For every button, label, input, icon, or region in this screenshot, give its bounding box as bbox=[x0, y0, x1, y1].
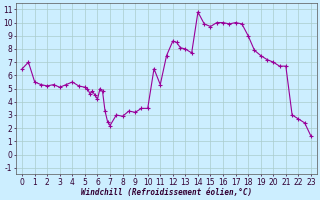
X-axis label: Windchill (Refroidissement éolien,°C): Windchill (Refroidissement éolien,°C) bbox=[81, 188, 252, 197]
